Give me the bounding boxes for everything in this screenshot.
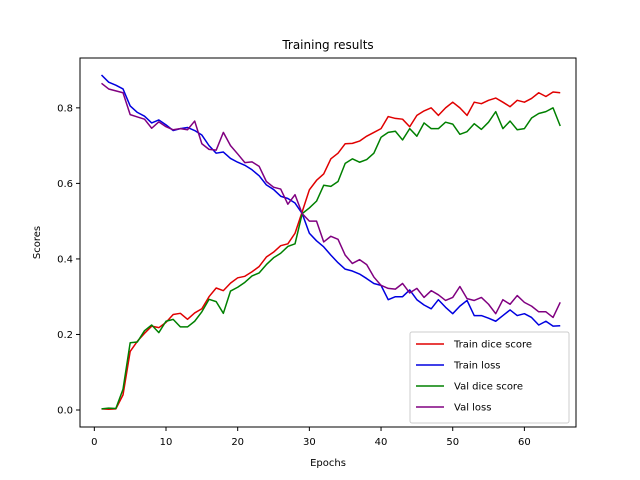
series-line-val-dice-score [101, 107, 561, 410]
legend-label-val-loss: Val loss [454, 403, 491, 414]
y-axis-ticks: 0.0 0.2 0.4 0.6 0.8 [57, 103, 80, 417]
plot-lines [100, 74, 561, 410]
axes-frame [79, 57, 577, 428]
series-line-train-loss [100, 74, 561, 327]
legend-label-train-dice-score: Train dice score [453, 340, 532, 351]
x-tick-label: 10 [160, 437, 173, 448]
series-line-train-dice-score [101, 91, 561, 410]
series-line-val-loss [101, 82, 561, 319]
x-tick-label: 40 [375, 437, 388, 448]
x-axis-label: Epochs [310, 458, 346, 469]
y-tick-label: 0.6 [57, 179, 73, 190]
y-tick-label: 0.2 [57, 330, 73, 341]
y-tick-label: 0.4 [57, 254, 73, 265]
x-tick-label: 30 [303, 437, 316, 448]
x-tick-label: 0 [91, 437, 97, 448]
x-axis-ticks: 0 10 20 30 40 50 60 [91, 427, 531, 448]
legend: Train dice score Train loss Val dice score… [409, 331, 570, 424]
chart-title: Training results [281, 38, 373, 52]
legend-label-val-dice-score: Val dice score [454, 382, 523, 393]
legend-label-train-loss: Train loss [453, 361, 501, 372]
x-tick-label: 20 [231, 437, 244, 448]
y-tick-label: 0.8 [57, 103, 73, 114]
y-tick-label: 0.0 [57, 406, 73, 417]
x-tick-label: 60 [518, 437, 531, 448]
x-tick-label: 50 [446, 437, 459, 448]
legend-box [409, 331, 570, 424]
y-axis-label: Scores [32, 226, 43, 259]
